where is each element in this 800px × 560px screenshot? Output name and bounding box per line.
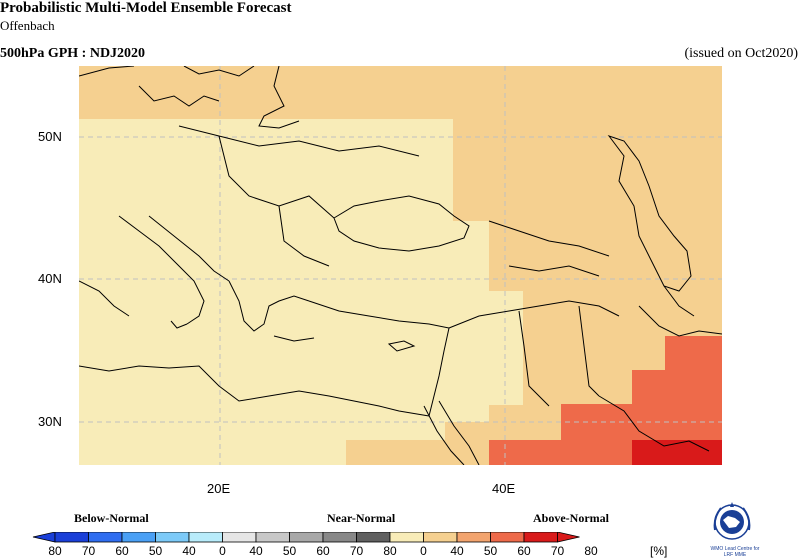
color-scale	[32, 532, 580, 543]
coastlines	[79, 66, 722, 465]
scale-tick-label: 0	[420, 544, 427, 558]
scale-tick-label: 80	[584, 544, 598, 558]
scale-tick-label: 80	[383, 544, 397, 558]
scale-tick-label: 70	[550, 544, 565, 558]
scale-box	[490, 532, 525, 543]
scale-box	[88, 532, 123, 543]
scale-box	[155, 532, 190, 543]
scale-tick-label: 70	[349, 544, 364, 558]
parameter-label: 500hPa GPH : NDJ2020	[0, 46, 146, 61]
scale-box	[523, 532, 558, 543]
forecast-map	[79, 66, 722, 465]
scale-arrow-right	[557, 532, 580, 543]
lat-label-40n: 40N	[38, 271, 62, 286]
map-region-above-30	[79, 119, 523, 465]
scale-tick-label: 40	[450, 544, 464, 558]
legend-near-label: Near-Normal	[327, 511, 396, 525]
graticule	[79, 66, 722, 465]
legend-below-label: Below-Normal	[74, 511, 149, 525]
scale-tick-label: 70	[81, 544, 96, 558]
scale-box	[356, 532, 391, 543]
scale-tick-label: 80	[48, 544, 62, 558]
scale-tick-label: 50	[282, 544, 297, 558]
legend-above-label: Above-Normal	[533, 511, 609, 525]
map-region-above-50	[489, 336, 722, 465]
scale-tick-label: 0	[219, 544, 226, 558]
color-scale-boxes	[32, 532, 580, 543]
logo-text-line2: LRF MME	[723, 552, 747, 558]
scale-tick-label: 40	[249, 544, 263, 558]
map-title: Probabilistic Multi-Model Ensemble Forec…	[0, 0, 292, 16]
scale-box	[389, 532, 424, 543]
lat-label-50n: 50N	[38, 129, 62, 144]
scale-tick-label: 60	[517, 544, 531, 558]
scale-box	[456, 532, 491, 543]
scale-box	[188, 532, 223, 543]
scale-arrow-left	[32, 532, 56, 543]
scale-tick-label: 60	[115, 544, 129, 558]
logo-text-line1: WMO Lead Centre for	[710, 546, 760, 552]
wmo-logo-icon	[713, 502, 751, 540]
scale-box	[222, 532, 257, 543]
scale-tick-label: 40	[182, 544, 196, 558]
scale-box	[54, 532, 89, 543]
scale-box	[121, 532, 156, 543]
scale-tick-label: 60	[316, 544, 330, 558]
lat-label-30n: 30N	[38, 414, 62, 429]
issued-label: (issued on Oct2020)	[684, 46, 798, 61]
scale-box	[255, 532, 290, 543]
scale-box	[289, 532, 324, 543]
map-subtitle: Offenbach	[0, 18, 55, 33]
scale-tick-label: 50	[148, 544, 163, 558]
scale-box	[322, 532, 357, 543]
lon-label-40e: 40E	[492, 481, 516, 496]
scale-box	[423, 532, 458, 543]
lon-label-20e: 20E	[207, 481, 231, 496]
scale-tick-label: 50	[483, 544, 498, 558]
legend-unit: [%]	[650, 544, 668, 558]
